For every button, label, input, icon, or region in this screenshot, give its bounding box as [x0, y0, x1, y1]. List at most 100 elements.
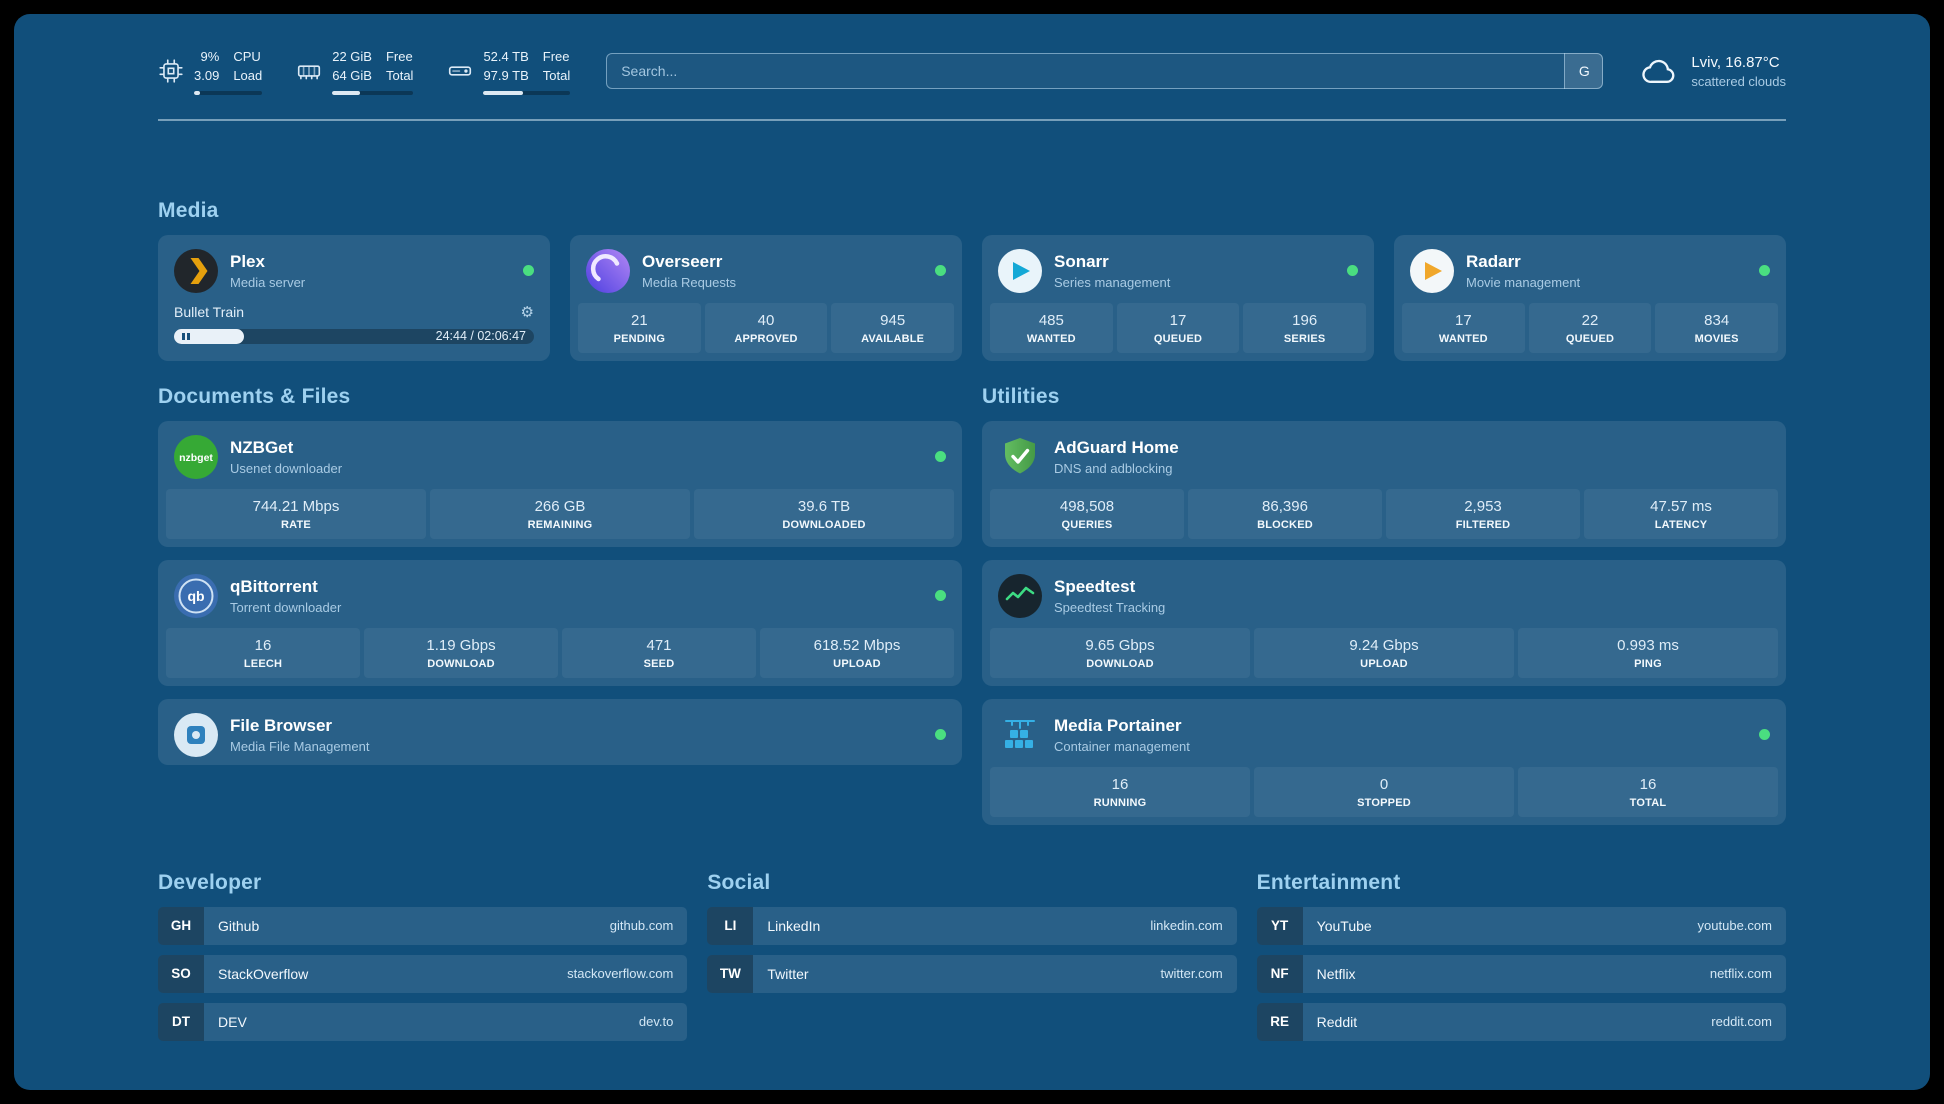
- card-qbittorrent-desc: Torrent downloader: [230, 599, 342, 615]
- plex-settings-gear-icon[interactable]: ⚙: [520, 303, 534, 321]
- disk-icon: [447, 58, 473, 84]
- stat-value: 0: [1379, 775, 1389, 793]
- radarr-icon: [1410, 248, 1454, 293]
- stat-label: FILTERED: [1455, 518, 1511, 531]
- stat-ping: 0.993 ms PING: [1518, 627, 1778, 678]
- card-qbittorrent[interactable]: qb qBittorrent Torrent downloader 16 LEE…: [158, 559, 962, 686]
- card-speedtest[interactable]: Speedtest Speedtest Tracking 9.65 Gbps D…: [982, 559, 1786, 686]
- stat-value: 618.52 Mbps: [813, 636, 901, 654]
- bookmark-reddit[interactable]: RE Reddit reddit.com: [1256, 1002, 1786, 1041]
- bookmark-linkedin[interactable]: LI LinkedIn linkedin.com: [707, 906, 1237, 945]
- stat-value: 471: [646, 636, 672, 654]
- stat-leech: 16 LEECH: [166, 627, 360, 678]
- section-utilities: Utilities AdGuard Home: [982, 385, 1786, 825]
- card-portainer[interactable]: Media Portainer Container management 16 …: [982, 698, 1786, 825]
- stat-blocked: 86,396 BLOCKED: [1188, 488, 1382, 539]
- bookmark-abbr: GH: [158, 906, 204, 945]
- speedtest-stats: 9.65 Gbps DOWNLOAD 9.24 Gbps UPLOAD 0.99…: [990, 627, 1778, 678]
- weather-widget[interactable]: Lviv, 16.87°C scattered clouds: [1639, 51, 1786, 91]
- pause-icon[interactable]: [182, 332, 190, 340]
- stat-label: BLOCKED: [1257, 518, 1313, 531]
- stat-value: 16: [1639, 775, 1657, 793]
- plex-now-playing-title: Bullet Train: [174, 303, 245, 320]
- disk-monitor: 52.4 TB 97.9 TB Free Total: [447, 48, 571, 95]
- search-input[interactable]: [606, 53, 1604, 90]
- section-documents: Documents & Files nzbget NZBGet Usenet d…: [158, 385, 962, 765]
- card-adguard-name: AdGuard Home: [1054, 437, 1179, 457]
- dashboard-content: 9% 3.09 CPU Load: [158, 14, 1786, 1041]
- bookmark-netflix[interactable]: NF Netflix netflix.com: [1256, 954, 1786, 993]
- stat-value: 40: [757, 311, 775, 329]
- stat-label: STOPPED: [1357, 796, 1411, 809]
- bookmark-abbr: YT: [1256, 906, 1303, 945]
- portainer-stats: 16 RUNNING 0 STOPPED 16 TOTAL: [990, 766, 1778, 817]
- bookmark-youtube[interactable]: YT YouTube youtube.com: [1256, 906, 1786, 945]
- stat-value: 17: [1169, 311, 1187, 329]
- card-portainer-head: Media Portainer Container management: [990, 711, 1778, 757]
- stat-value: 498,508: [1059, 497, 1115, 515]
- stat-value: 945: [880, 311, 906, 329]
- plex-now-playing-row: Bullet Train ⚙: [166, 303, 542, 321]
- cpu-icon: [158, 58, 184, 84]
- section-title-documents: Documents & Files: [158, 384, 351, 408]
- card-filebrowser[interactable]: File Browser Media File Management: [158, 698, 962, 765]
- stat-value: 2,953: [1464, 497, 1502, 515]
- card-radarr[interactable]: Radarr Movie management 17 WANTED 22 QUE…: [1394, 234, 1786, 361]
- documents-cards: nzbget NZBGet Usenet downloader 744.21 M…: [158, 420, 962, 765]
- bookmark-groups: Developer GH Github github.com SO StackO…: [158, 871, 1786, 1041]
- stat-value: 16: [1111, 775, 1129, 793]
- svg-text:qb: qb: [187, 588, 204, 604]
- weather-location: Lviv, 16.87°C: [1691, 53, 1780, 71]
- card-adguard-head: AdGuard Home DNS and adblocking: [990, 433, 1778, 479]
- sonarr-status-dot: [1347, 265, 1358, 277]
- plex-playback-time: 24:44 / 02:06:47: [435, 329, 526, 344]
- stat-label: MOVIES: [1694, 332, 1739, 345]
- stat-value: 744.21 Mbps: [252, 497, 340, 515]
- card-qbittorrent-head: qb qBittorrent Torrent downloader: [166, 572, 954, 618]
- bookmark-group-social: Social LI LinkedIn linkedin.com TW Twitt…: [707, 871, 1237, 993]
- stat-value: 47.57 ms: [1650, 497, 1712, 515]
- search-box: G: [606, 53, 1604, 90]
- stat-value: 834: [1704, 311, 1730, 329]
- portainer-status-dot: [1759, 729, 1770, 741]
- media-cards: Plex Media server Bullet Train ⚙ 24:44 /…: [158, 234, 1786, 361]
- bookmark-url: netflix.com: [1709, 966, 1772, 982]
- card-adguard[interactable]: AdGuard Home DNS and adblocking 498,508 …: [982, 420, 1786, 547]
- cpu-monitor: 9% 3.09 CPU Load: [158, 48, 263, 95]
- bookmark-dev[interactable]: DT DEV dev.to: [158, 1002, 688, 1041]
- card-overseerr[interactable]: Overseerr Media Requests 21 PENDING 40 A…: [570, 234, 962, 361]
- bookmark-name: Github: [218, 917, 260, 934]
- bookmark-stackoverflow[interactable]: SO StackOverflow stackoverflow.com: [158, 954, 688, 993]
- stat-approved: 40 APPROVED: [704, 302, 828, 353]
- search-provider-button[interactable]: G: [1564, 53, 1604, 90]
- card-sonarr[interactable]: Sonarr Series management 485 WANTED 17 Q…: [982, 234, 1374, 361]
- card-overseerr-desc: Media Requests: [642, 274, 736, 290]
- card-plex-name: Plex: [230, 251, 265, 271]
- bookmark-abbr: LI: [707, 906, 754, 945]
- stat-label: SEED: [643, 657, 675, 670]
- stat-label: RUNNING: [1093, 796, 1147, 809]
- disk-free-value: 52.4 TB: [483, 49, 529, 64]
- card-plex[interactable]: Plex Media server Bullet Train ⚙ 24:44 /…: [158, 234, 550, 361]
- bookmark-github[interactable]: GH Github github.com: [158, 906, 688, 945]
- card-radarr-head: Radarr Movie management: [1402, 247, 1778, 293]
- stat-download: 9.65 Gbps DOWNLOAD: [990, 627, 1250, 678]
- disk-total-value: 97.9 TB: [483, 67, 529, 83]
- bookmark-name: StackOverflow: [218, 965, 309, 982]
- card-nzbget[interactable]: nzbget NZBGet Usenet downloader 744.21 M…: [158, 420, 962, 547]
- bookmark-twitter[interactable]: TW Twitter twitter.com: [707, 954, 1237, 993]
- card-portainer-name: Media Portainer: [1054, 715, 1182, 735]
- qbittorrent-status-dot: [935, 590, 946, 602]
- bookmark-abbr: RE: [1256, 1002, 1303, 1041]
- card-filebrowser-head: File Browser Media File Management: [166, 711, 954, 757]
- svg-text:nzbget: nzbget: [179, 452, 213, 464]
- plex-progress-bar[interactable]: 24:44 / 02:06:47: [174, 328, 534, 344]
- plex-status-dot: [523, 265, 534, 277]
- section-title-entertainment: Entertainment: [1256, 870, 1401, 894]
- stat-wanted: 485 WANTED: [990, 302, 1113, 353]
- stat-label: UPLOAD: [1360, 657, 1408, 670]
- card-filebrowser-name: File Browser: [230, 715, 333, 735]
- stat-value: 1.19 Gbps: [426, 636, 496, 654]
- stat-label: QUERIES: [1061, 518, 1113, 531]
- stat-value: 22: [1581, 311, 1599, 329]
